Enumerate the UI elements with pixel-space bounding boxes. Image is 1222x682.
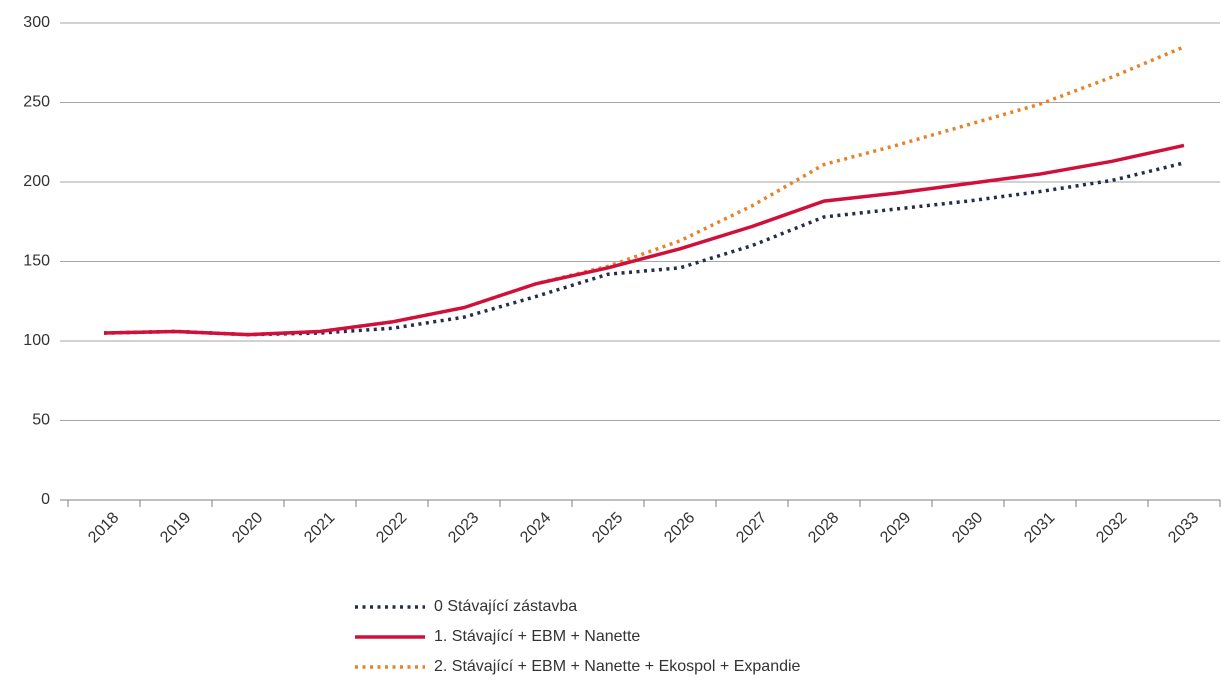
x-tick-label: 2019: [157, 509, 194, 546]
y-tick-label: 50: [32, 412, 50, 429]
series-line: [103, 143, 1185, 337]
x-tick-label: 2033: [1165, 509, 1202, 546]
y-tick-label: 150: [23, 253, 50, 270]
x-tick-label: 2020: [229, 509, 266, 546]
x-tick-label: 2025: [589, 509, 626, 546]
x-tick-label: 2026: [661, 509, 698, 546]
x-tick-label: 2018: [85, 509, 122, 546]
x-tick-label: 2030: [949, 509, 986, 546]
y-tick-label: 0: [41, 491, 50, 508]
series-line: [103, 45, 1185, 337]
x-tick-label: 2032: [1093, 509, 1130, 546]
series-line: [103, 161, 1185, 337]
y-tick-label: 100: [23, 332, 50, 349]
legend-label: 2. Stávající + EBM + Nanette + Ekospol +…: [434, 658, 801, 675]
x-tick-label: 2021: [301, 509, 338, 546]
x-tick-label: 2023: [445, 509, 482, 546]
x-tick-label: 2028: [805, 509, 842, 546]
y-tick-label: 300: [23, 14, 50, 31]
y-tick-label: 200: [23, 173, 50, 190]
y-tick-label: 250: [23, 94, 50, 111]
x-tick-label: 2031: [1021, 509, 1058, 546]
x-tick-label: 2027: [733, 509, 770, 546]
x-tick-label: 2029: [877, 509, 914, 546]
legend-label: 0 Stávající zástavba: [434, 598, 577, 615]
x-tick-label: 2024: [517, 509, 554, 546]
legend-label: 1. Stávající + EBM + Nanette: [434, 628, 640, 645]
x-tick-label: 2022: [373, 509, 410, 546]
